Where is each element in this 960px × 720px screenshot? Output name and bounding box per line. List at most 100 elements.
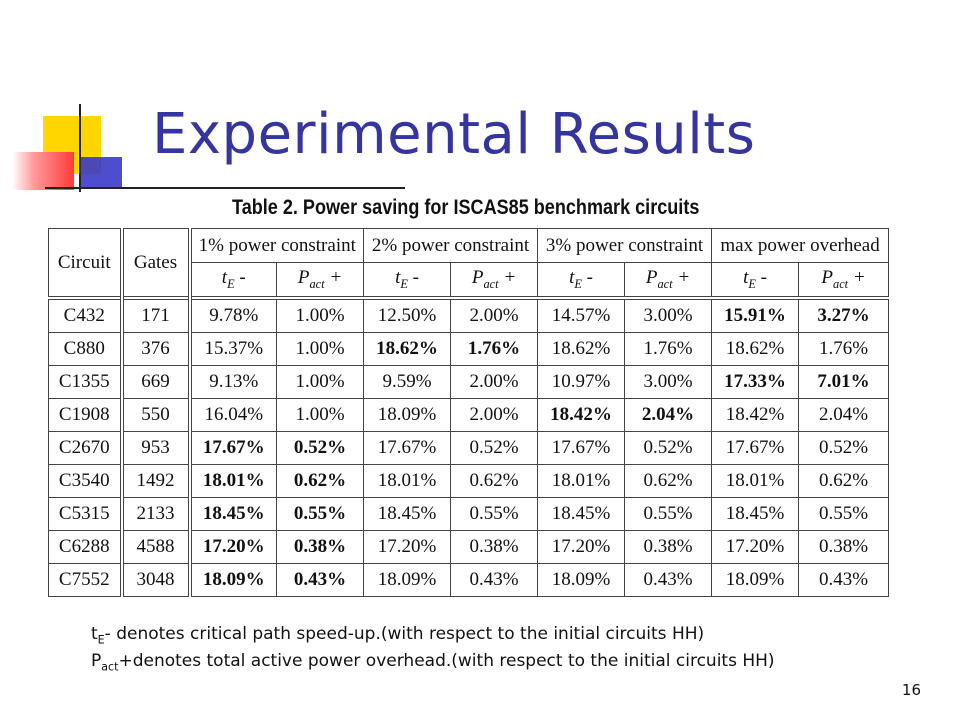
- table-caption: Table 2. Power saving for ISCAS85 benchm…: [232, 196, 700, 219]
- cell-pact: 2.00%: [450, 365, 539, 399]
- cell-circuit: C7552: [48, 563, 124, 597]
- header-group-3pct: 3% power constraint: [537, 228, 713, 263]
- cell-gates: 953: [121, 431, 192, 465]
- note-te-symbol: tE: [91, 624, 105, 647]
- cell-pact: 1.76%: [450, 332, 539, 366]
- cell-te: 18.01%: [363, 464, 452, 498]
- logo-red-gradient: [12, 152, 74, 190]
- cell-pact: 0.52%: [624, 431, 713, 465]
- cell-gates: 171: [121, 296, 192, 333]
- cell-pact: 0.62%: [798, 464, 890, 498]
- header-row-metrics: tE - Pact + tE - Pact + tE - Pact + tE - Pact +: [49, 262, 890, 299]
- cell-te: 9.78%: [189, 296, 277, 333]
- table-row: C1355 669 9.13% 1.00% 9.59% 2.00% 10.97% 3.00% 1…: [48, 365, 890, 399]
- cell-te: 18.45%: [363, 497, 452, 531]
- cell-pact: 7.01%: [798, 365, 890, 399]
- header-group-max: max power overhead: [711, 228, 890, 263]
- cell-te: 17.20%: [189, 530, 277, 564]
- cell-pact: 1.00%: [275, 365, 365, 399]
- cell-pact: 0.55%: [798, 497, 890, 531]
- slide-title: Experimental Results: [152, 102, 756, 167]
- header-te: tE -: [363, 262, 452, 299]
- note-pact-base: P: [91, 651, 102, 671]
- cell-pact: 0.38%: [624, 530, 713, 564]
- cell-pact: 2.00%: [450, 398, 539, 432]
- cell-circuit: C1355: [48, 365, 124, 399]
- cell-te: 17.20%: [537, 530, 626, 564]
- cell-gates: 2133: [121, 497, 192, 531]
- header-te: tE -: [711, 262, 800, 299]
- cell-pact: 3.00%: [624, 365, 713, 399]
- cell-te: 9.13%: [189, 365, 277, 399]
- cell-pact: 0.43%: [624, 563, 713, 597]
- cell-pact: 0.38%: [450, 530, 539, 564]
- cell-pact: 0.52%: [450, 431, 539, 465]
- cell-pact: 0.62%: [275, 464, 365, 498]
- cell-pact: 2.04%: [624, 398, 713, 432]
- cell-gates: 4588: [121, 530, 192, 564]
- table-row: C432 171 9.78% 1.00% 12.50% 2.00% 14.57% 3.00% 1…: [48, 296, 890, 333]
- results-table: Circuit Gates 1% power constraint 2% pow…: [48, 228, 890, 597]
- cell-circuit: C880: [48, 332, 124, 366]
- cell-pact: 0.55%: [450, 497, 539, 531]
- cell-te: 18.45%: [711, 497, 800, 531]
- cell-te: 18.01%: [537, 464, 626, 498]
- header-pact: Pact +: [450, 262, 539, 299]
- cell-te: 17.20%: [363, 530, 452, 564]
- note-pact-symbol: Pact: [91, 651, 118, 673]
- cell-te: 12.50%: [363, 296, 452, 333]
- cell-te: 18.09%: [189, 563, 277, 597]
- cell-pact: 1.76%: [624, 332, 713, 366]
- results-table-container: Circuit Gates 1% power constraint 2% pow…: [48, 228, 890, 608]
- cell-circuit: C1908: [48, 398, 124, 432]
- cell-pact: 1.76%: [798, 332, 890, 366]
- header-pact: Pact +: [624, 262, 713, 299]
- header-gates: Gates: [121, 228, 192, 299]
- cell-te: 17.67%: [711, 431, 800, 465]
- header-group-2pct: 2% power constraint: [363, 228, 539, 263]
- cell-pact: 3.00%: [624, 296, 713, 333]
- cell-te: 18.62%: [537, 332, 626, 366]
- cell-gates: 1492: [121, 464, 192, 498]
- cell-gates: 376: [121, 332, 192, 366]
- cell-circuit: C432: [48, 296, 124, 333]
- cell-pact: 0.52%: [275, 431, 365, 465]
- cell-pact: 0.62%: [624, 464, 713, 498]
- cell-gates: 669: [121, 365, 192, 399]
- note-pact-text: +denotes total active power overhead.(wi…: [118, 651, 775, 671]
- cell-te: 18.01%: [711, 464, 800, 498]
- cell-pact: 2.00%: [450, 296, 539, 333]
- note-te-text: - denotes critical path speed-up.(with r…: [104, 624, 705, 644]
- cell-te: 14.57%: [537, 296, 626, 333]
- cell-pact: 1.00%: [275, 398, 365, 432]
- header-te: tE -: [189, 262, 277, 299]
- cell-pact: 1.00%: [275, 332, 365, 366]
- table-body: C432 171 9.78% 1.00% 12.50% 2.00% 14.57% 3.00% 1…: [48, 296, 890, 597]
- cell-circuit: C5315: [48, 497, 124, 531]
- cell-te: 18.01%: [189, 464, 277, 498]
- cell-pact: 0.43%: [450, 563, 539, 597]
- cell-te: 16.04%: [189, 398, 277, 432]
- header-circuit: Circuit: [48, 228, 124, 299]
- title-underline: [45, 187, 405, 189]
- table-row: C5315 2133 18.45% 0.55% 18.45% 0.55% 18.45% 0.5…: [48, 497, 890, 531]
- cell-te: 18.62%: [711, 332, 800, 366]
- cell-pact: 2.04%: [798, 398, 890, 432]
- cell-pact: 0.62%: [450, 464, 539, 498]
- note-pact: Pact+denotes total active power overhead…: [91, 651, 775, 673]
- cell-te: 9.59%: [363, 365, 452, 399]
- cell-te: 10.97%: [537, 365, 626, 399]
- page-number: 16: [901, 681, 921, 699]
- logo-blue-square: [80, 157, 122, 189]
- cell-te: 17.33%: [711, 365, 800, 399]
- note-te-sub: E: [97, 633, 105, 647]
- cell-te: 15.91%: [711, 296, 800, 333]
- cell-pact: 0.55%: [624, 497, 713, 531]
- note-te-base: t: [91, 624, 98, 644]
- logo-vertical-line: [79, 104, 81, 192]
- cell-pact: 0.38%: [798, 530, 890, 564]
- table-row: C1908 550 16.04% 1.00% 18.09% 2.00% 18.42% 2.04…: [48, 398, 890, 432]
- cell-circuit: C3540: [48, 464, 124, 498]
- cell-te: 18.45%: [537, 497, 626, 531]
- cell-te: 17.67%: [189, 431, 277, 465]
